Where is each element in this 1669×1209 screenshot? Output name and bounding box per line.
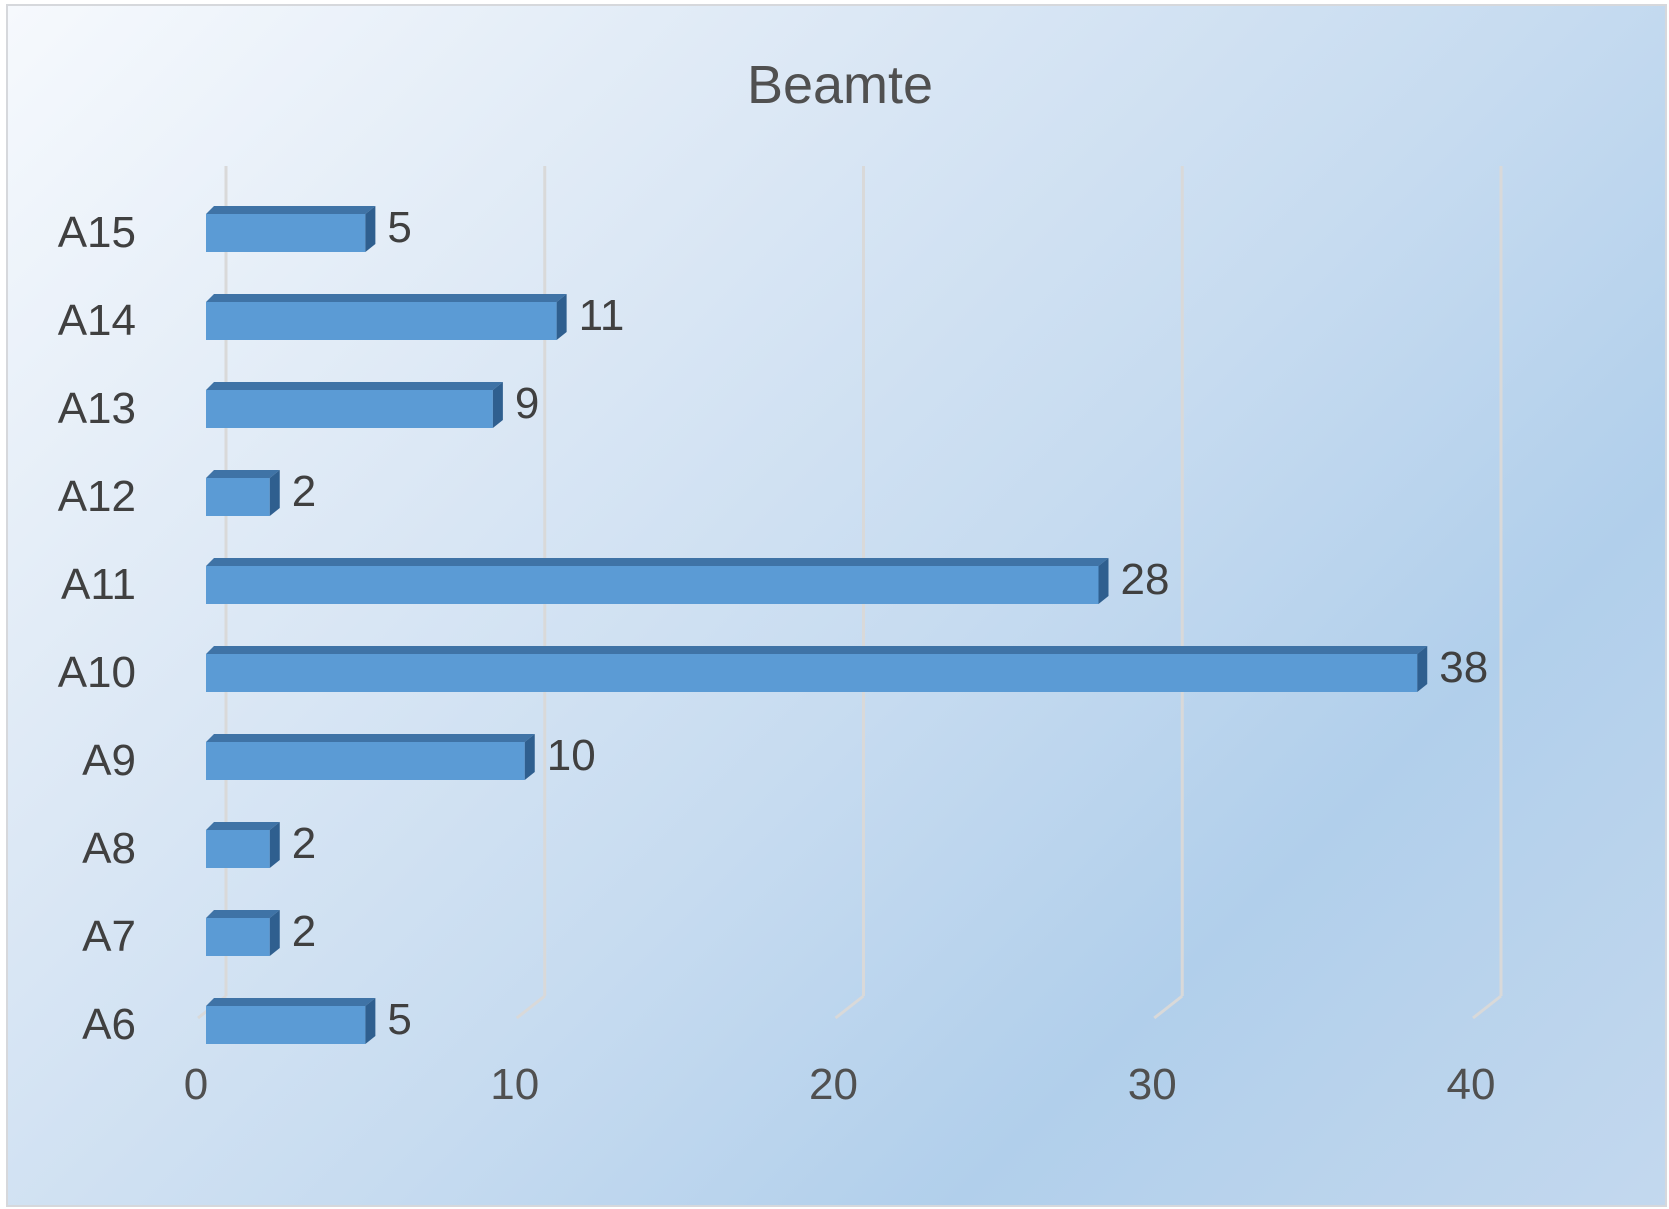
bar [206,742,525,780]
bar [206,654,1418,692]
bar [206,1006,366,1044]
category-labels: A6 A7 A8 A9 A10 A11 A12 A13 A14 A15 [58,208,136,1049]
category-label: A12 [58,472,136,521]
bar-side-face [1098,558,1109,604]
category-label: A13 [58,384,136,433]
data-label: 10 [547,731,596,780]
category-label: A11 [61,560,136,609]
x-tick-label: 30 [1128,1060,1177,1109]
category-label: A9 [82,736,136,785]
category-label: A14 [58,296,136,345]
gridline-floor [834,994,865,1020]
data-label: 38 [1439,643,1488,692]
bar-top-face [206,822,280,830]
bar-side-face [1417,646,1428,692]
chart-title: Beamte [747,55,933,115]
category-label: A8 [82,824,136,873]
bar-top-face [206,382,503,390]
bar-top-face [206,206,376,214]
bars [206,206,1428,1044]
bar-top-face [206,910,280,918]
data-label: 2 [292,819,316,868]
category-label: A7 [82,912,136,961]
gridline-floor [1472,994,1502,1020]
x-tick-label: 20 [809,1060,858,1109]
data-label: 11 [579,291,625,340]
x-tick-label: 40 [1447,1060,1496,1109]
bar-top-face [206,998,376,1006]
bar-side-face [269,910,280,956]
bar-side-face [269,822,280,868]
bar-top-face [206,646,1428,654]
chart-frame: Beamte A6 A7 A8 A9 A10 A11 A12 A13 A14 A15 5 2 2 10 3… [6,4,1667,1207]
category-label: A6 [82,1000,136,1049]
bar [206,214,366,252]
bar [206,566,1099,604]
bar-side-face [269,470,280,516]
data-label: 9 [515,379,539,428]
bar-top-face [206,470,280,478]
bar [206,830,270,868]
bar-side-face [492,382,503,428]
data-label: 5 [387,995,411,1044]
gridline-floor [515,994,546,1020]
data-label: 5 [387,203,411,252]
bar-top-face [206,294,567,302]
bar [206,918,270,956]
bar-side-face [365,998,376,1044]
bar-top-face [206,734,535,742]
category-label: A15 [58,208,136,257]
data-labels: 5 2 2 10 38 28 2 9 11 5 [292,203,1488,1044]
gridline-floor [1153,994,1184,1020]
bar-top-face [206,558,1109,566]
data-label: 2 [292,467,316,516]
category-label: A10 [58,648,136,697]
data-label: 28 [1121,555,1170,604]
data-label: 2 [292,907,316,956]
bar-side-face [556,294,567,340]
x-axis-tick-labels: 0 10 20 30 40 [184,1060,1496,1109]
bar-side-face [524,734,535,780]
bar-chart: Beamte A6 A7 A8 A9 A10 A11 A12 A13 A14 A15 5 2 2 10 3… [58,55,1503,1109]
x-tick-label: 10 [490,1060,539,1109]
bar-side-face [365,206,376,252]
x-tick-label: 0 [184,1060,208,1109]
bar [206,302,557,340]
bar [206,390,493,428]
bar [206,478,270,516]
